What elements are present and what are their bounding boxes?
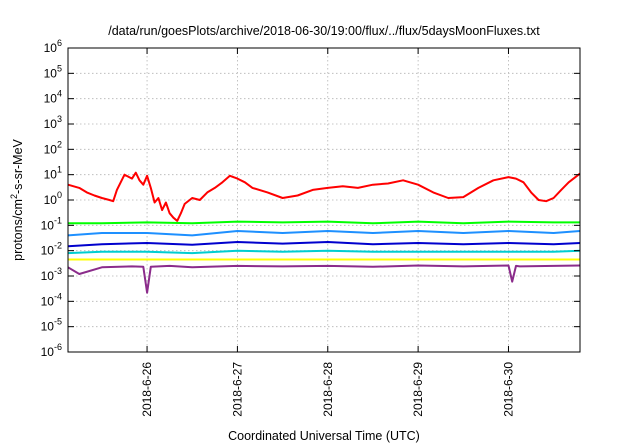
x-axis-label: Coordinated Universal Time (UTC) <box>228 429 420 443</box>
y-tick-exponent: 5 <box>57 63 62 73</box>
y-tick-label: 10-3 <box>41 266 62 283</box>
x-tick-label: 2018-6-29 <box>411 362 425 417</box>
series-line-3 <box>67 241 581 248</box>
x-tick-label: 2018-6-30 <box>501 362 515 417</box>
x-tick-label: 2018-6-28 <box>321 362 335 417</box>
y-tick-exponent: 3 <box>57 114 62 124</box>
y-tick-exponent: -3 <box>54 266 62 276</box>
y-axis-label: protons/cm2-s-sr-MeV <box>9 138 25 260</box>
y-tick-label: 106 <box>44 38 62 55</box>
y-tick-base: 10 <box>44 92 58 106</box>
y-axis-label-prefix: protons/cm <box>11 199 25 261</box>
y-tick-exponent: 2 <box>57 139 62 149</box>
y-tick-exponent: 4 <box>57 89 62 99</box>
y-tick-exponent: 1 <box>57 165 62 175</box>
y-tick-exponent: -4 <box>54 291 62 301</box>
y-tick-exponent: -1 <box>54 215 62 225</box>
y-tick-base: 10 <box>41 244 55 258</box>
y-tick-label: 105 <box>44 63 62 80</box>
y-tick-base: 10 <box>41 294 55 308</box>
y-tick-label: 10-5 <box>41 317 62 334</box>
y-tick-label: 10-1 <box>41 215 62 232</box>
y-tick-base: 10 <box>44 193 58 207</box>
y-tick-exponent: 0 <box>57 190 62 200</box>
series-line-4 <box>67 249 581 255</box>
y-tick-base: 10 <box>44 66 58 80</box>
y-tick-exponent: -6 <box>54 342 62 352</box>
y-tick-exponent: -2 <box>54 241 62 251</box>
y-tick-base: 10 <box>44 41 58 55</box>
y-tick-exponent: -5 <box>54 317 62 327</box>
y-tick-label: 10-4 <box>41 291 62 308</box>
y-tick-label: 10-2 <box>41 241 62 258</box>
y-tick-label: 103 <box>44 114 62 131</box>
chart-title: /data/run/goesPlots/archive/2018-06-30/1… <box>108 24 540 38</box>
y-tick-base: 10 <box>44 168 58 182</box>
y-tick-label: 10-6 <box>41 342 62 359</box>
series-layer <box>67 171 581 294</box>
x-axis: 2018-6-26 2018-6-27 2018-6-28 2018-6-29 2018… <box>140 48 515 417</box>
series-line-0 <box>67 171 581 222</box>
y-tick-base: 10 <box>44 142 58 156</box>
y-tick-base: 10 <box>41 218 55 232</box>
y-tick-label: 102 <box>44 139 62 156</box>
y-axis-label-sup: 2 <box>9 194 19 199</box>
y-tick-base: 10 <box>41 269 55 283</box>
y-axis-label-suffix: -s-sr-MeV <box>11 138 25 194</box>
series-line-6 <box>67 264 581 294</box>
series-line-2 <box>67 230 581 237</box>
y-axis: 10-610-510-410-310-210-11001011021031041… <box>41 38 580 359</box>
y-tick-label: 101 <box>44 165 62 182</box>
x-tick-label: 2018-6-26 <box>140 362 154 417</box>
y-tick-exponent: 6 <box>57 38 62 48</box>
y-tick-base: 10 <box>41 320 55 334</box>
y-tick-label: 104 <box>44 89 62 106</box>
x-tick-label: 2018-6-27 <box>230 362 244 417</box>
series-line-1 <box>68 220 580 225</box>
grid <box>68 48 580 352</box>
y-tick-base: 10 <box>44 117 58 131</box>
y-tick-label: 100 <box>44 190 62 207</box>
y-tick-base: 10 <box>41 345 55 359</box>
